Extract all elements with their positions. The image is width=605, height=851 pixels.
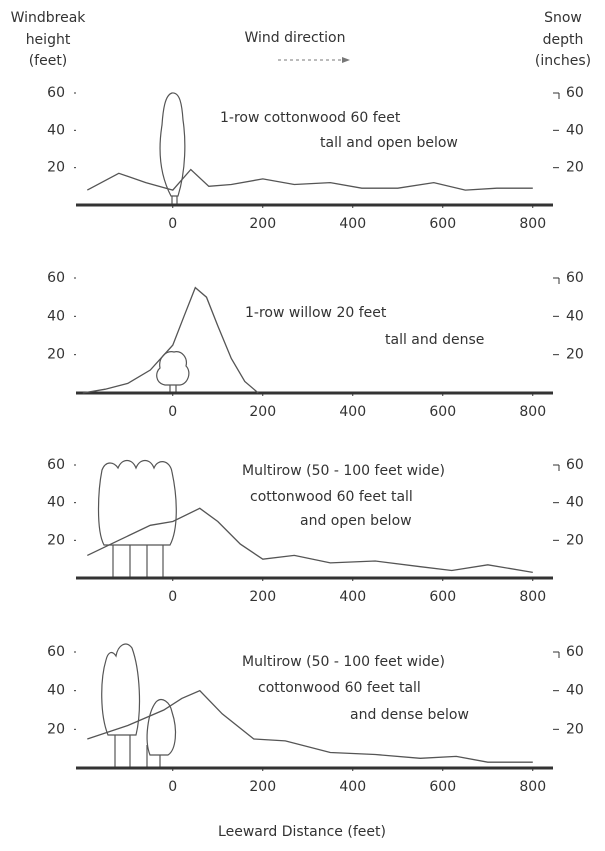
x-tick-label: 0 (168, 589, 177, 605)
x-tick-label: 0 (168, 404, 177, 420)
annotation: 1-row cottonwood 60 feet (220, 110, 401, 126)
x-tick-label: 400 (339, 779, 366, 795)
x-tick-label: 200 (249, 779, 276, 795)
y2-tick-label: 60 (566, 85, 584, 101)
snow-line (86, 168, 533, 191)
y-tick-label: 20 (47, 532, 65, 548)
annotation: and dense below (350, 707, 469, 723)
y-tick-label: 20 (47, 160, 65, 176)
snow-line (87, 507, 533, 574)
annotation: and open below (300, 513, 412, 529)
y2-tick-label: 60 (566, 457, 584, 473)
x-tick-label: 800 (519, 589, 546, 605)
y-axis-label: Windbreak (11, 10, 87, 26)
annotation: 1-row willow 20 feet (245, 305, 387, 321)
snow-line (82, 286, 259, 394)
y2-tick-label: 40 (566, 308, 584, 324)
annotation: tall and dense (385, 332, 484, 348)
y2-tick-label: 20 (566, 532, 584, 548)
wind-label: Wind direction (245, 30, 346, 46)
x-tick-label: 600 (429, 216, 456, 232)
annotation: tall and open below (320, 135, 458, 151)
x-tick-label: 0 (168, 216, 177, 232)
x-tick-label: 800 (519, 216, 546, 232)
x-tick-label: 200 (249, 404, 276, 420)
x-tick-label: 600 (429, 404, 456, 420)
y-tick-label: 20 (47, 347, 65, 363)
annotation: cottonwood 60 feet tall (250, 489, 413, 505)
x-tick-label: 800 (519, 779, 546, 795)
y2-tick-label: 20 (566, 160, 584, 176)
x-tick-label: 600 (429, 779, 456, 795)
x-tick-label: 400 (339, 216, 366, 232)
x-tick-label: 0 (168, 779, 177, 795)
y2-tick-label: 40 (566, 683, 584, 699)
y2-tick-label: 20 (566, 347, 584, 363)
x-tick-label: 200 (249, 216, 276, 232)
y-tick-label: 40 (47, 495, 65, 511)
y-tick-label: 60 (47, 85, 65, 101)
y2-axis-label: depth (543, 32, 584, 48)
y-axis-label: height (26, 32, 71, 48)
y-tick-label: 40 (47, 122, 65, 138)
trees (97, 92, 190, 768)
x-tick-label: 400 (339, 404, 366, 420)
y2-axis-label: (inches) (535, 53, 591, 69)
annotation: cottonwood 60 feet tall (258, 680, 421, 696)
x-tick-label: 200 (249, 589, 276, 605)
y-tick-label: 40 (47, 308, 65, 324)
y2-tick-label: 60 (566, 270, 584, 286)
y-axis-label: (feet) (29, 53, 68, 69)
annotation: Multirow (50 - 100 feet wide) (242, 463, 445, 479)
snow-line (87, 689, 533, 763)
y-tick-label: 20 (47, 721, 65, 737)
x-tick-label: 400 (339, 589, 366, 605)
y-tick-label: 60 (47, 457, 65, 473)
y2-tick-label: 20 (566, 721, 584, 737)
x-tick-label: 800 (519, 404, 546, 420)
y-tick-label: 60 (47, 270, 65, 286)
y2-tick-label: 40 (566, 495, 584, 511)
x-tick-label: 600 (429, 589, 456, 605)
y-tick-label: 60 (47, 644, 65, 660)
x-axis-label: Leeward Distance (feet) (218, 824, 386, 840)
annotation: Multirow (50 - 100 feet wide) (242, 654, 445, 670)
y2-tick-label: 40 (566, 122, 584, 138)
wind-arrow-head (342, 57, 350, 63)
y2-tick-label: 60 (566, 644, 584, 660)
y-tick-label: 40 (47, 683, 65, 699)
y2-axis-label: Snow (544, 10, 582, 26)
